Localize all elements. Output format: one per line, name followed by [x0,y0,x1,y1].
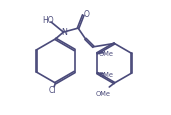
Text: OMe: OMe [99,71,114,77]
Text: OMe: OMe [96,90,111,96]
Text: Cl: Cl [49,85,56,94]
Text: N: N [61,28,67,37]
Text: O: O [83,10,89,19]
Text: OMe: OMe [99,50,114,56]
Text: HO: HO [42,15,54,24]
